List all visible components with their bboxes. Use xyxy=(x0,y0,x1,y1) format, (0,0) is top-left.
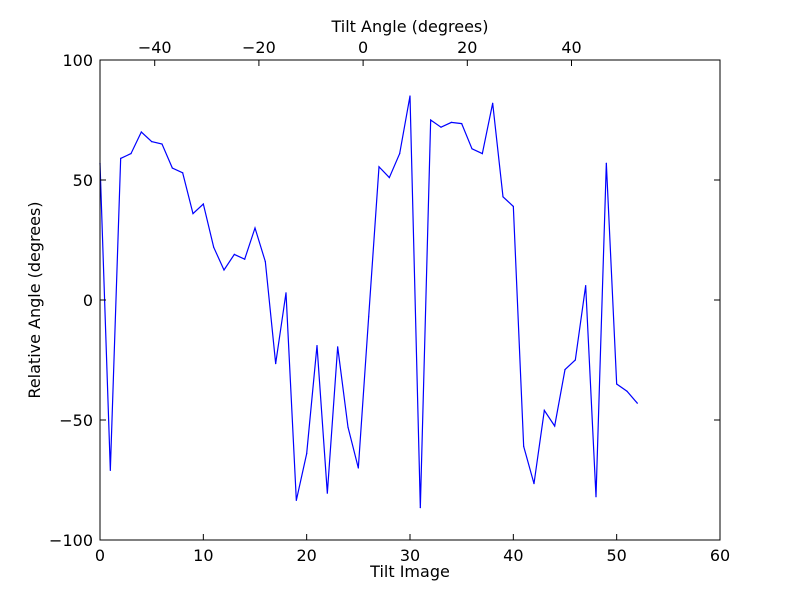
data-point xyxy=(399,153,401,155)
x2-tick-label: 0 xyxy=(358,38,368,57)
tick-layer: 0 10 20 30 40 50 60 −40 −20 0 20 40 −100 −50 0 50 100 xyxy=(49,38,730,565)
data-point xyxy=(388,177,390,179)
data-point xyxy=(316,345,318,347)
data-point xyxy=(254,227,256,229)
x-tick-label: 0 xyxy=(95,546,105,565)
data-point xyxy=(430,119,432,121)
data-point xyxy=(481,153,483,155)
data-point xyxy=(306,453,308,455)
x2-tick-label: 40 xyxy=(561,38,581,57)
x-tick-label: 40 xyxy=(503,546,523,565)
data-point xyxy=(523,445,525,447)
data-point xyxy=(502,196,504,198)
data-point xyxy=(595,496,597,498)
data-point xyxy=(554,425,556,427)
data-point xyxy=(378,166,380,168)
data-point xyxy=(326,492,328,494)
top-x-axis-label: Tilt Angle (degrees) xyxy=(330,17,488,36)
data-point xyxy=(202,203,204,205)
data-point xyxy=(244,258,246,260)
plot-series-layer xyxy=(99,95,638,509)
data-point xyxy=(347,426,349,428)
y-tick-label: −100 xyxy=(49,531,93,550)
x-tick-label: 60 xyxy=(710,546,730,565)
data-point xyxy=(543,409,545,411)
y-tick-label: 0 xyxy=(83,291,93,310)
series-line-0 xyxy=(99,95,638,508)
data-point xyxy=(109,469,111,471)
x-tick-label: 10 xyxy=(193,546,213,565)
x-tick-label: 30 xyxy=(400,546,420,565)
data-point xyxy=(151,141,153,143)
data-point xyxy=(419,507,421,509)
data-point xyxy=(192,213,194,215)
x2-tick-label: −20 xyxy=(242,38,276,57)
y-tick-label: −50 xyxy=(59,411,93,430)
data-point xyxy=(368,316,370,318)
y-tick-label: 50 xyxy=(73,171,93,190)
y-tick-label: 100 xyxy=(62,51,93,70)
data-point xyxy=(171,167,173,169)
x-axis-label: Tilt Image xyxy=(369,562,450,581)
data-point xyxy=(605,162,607,164)
data-point xyxy=(130,153,132,155)
x-tick-label: 50 xyxy=(606,546,626,565)
data-point xyxy=(636,402,638,404)
data-point xyxy=(409,95,411,97)
data-point xyxy=(440,126,442,128)
data-point xyxy=(233,253,235,255)
data-point xyxy=(337,346,339,348)
data-point xyxy=(213,246,215,248)
data-point xyxy=(450,121,452,123)
data-point xyxy=(275,363,277,365)
axes-frame xyxy=(99,59,721,541)
data-point xyxy=(626,390,628,392)
data-point xyxy=(140,131,142,133)
data-point xyxy=(585,285,587,287)
x2-tick-label: −40 xyxy=(138,38,172,57)
data-point xyxy=(357,467,359,469)
data-point xyxy=(120,157,122,159)
data-point xyxy=(161,143,163,145)
data-point xyxy=(182,172,184,174)
y-axis-label: Relative Angle (degrees) xyxy=(25,201,44,398)
x-tick-label: 20 xyxy=(296,546,316,565)
data-point xyxy=(616,383,618,385)
data-point xyxy=(533,483,535,485)
x2-tick-label: 20 xyxy=(457,38,477,57)
data-point xyxy=(285,292,287,294)
data-point xyxy=(574,359,576,361)
data-point xyxy=(512,205,514,207)
data-point xyxy=(492,102,494,104)
data-point xyxy=(471,148,473,150)
data-point xyxy=(461,123,463,125)
data-point xyxy=(564,369,566,371)
data-point xyxy=(264,261,266,263)
data-point xyxy=(223,269,225,271)
data-point xyxy=(295,499,297,501)
